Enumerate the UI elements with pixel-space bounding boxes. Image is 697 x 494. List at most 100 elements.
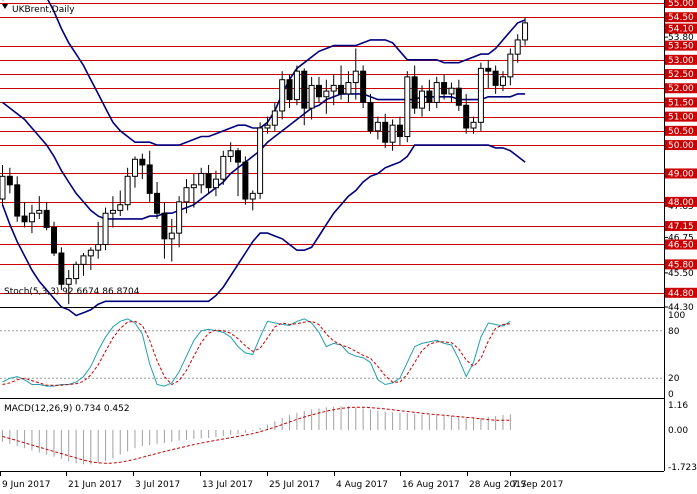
candle	[367, 93, 374, 134]
candle	[212, 170, 219, 197]
candle	[80, 253, 87, 276]
chart-menu-icon[interactable]	[2, 4, 8, 9]
level-label: 51.00	[668, 113, 694, 123]
level-label-box	[665, 23, 697, 34]
candle	[58, 247, 65, 290]
candle	[168, 218, 175, 262]
candle	[73, 261, 80, 285]
level-label-box	[665, 0, 697, 8]
candle	[522, 17, 529, 46]
candle	[124, 167, 131, 211]
candle	[338, 65, 345, 100]
candle	[279, 71, 286, 120]
level-label: 51.50	[668, 98, 694, 108]
candle	[308, 76, 315, 120]
level-label: 53.50	[668, 42, 694, 52]
x-tick-label: 7 Sep 2017	[512, 480, 563, 490]
candle	[470, 116, 477, 134]
candle	[485, 59, 492, 89]
candle	[36, 196, 43, 219]
time-axis: 9 Jun 2017 21 Jun 2017 3 Jul 2017 13 Jul 20…	[0, 471, 563, 490]
level-label: 44.80	[668, 289, 694, 299]
candle	[323, 79, 330, 114]
level-label: 53.00	[668, 56, 694, 66]
candle	[499, 71, 506, 92]
level-label: 45.80	[668, 260, 694, 270]
level-label: 52.50	[668, 70, 694, 80]
macd-panel: 1.16 0.00 -1.723	[0, 401, 697, 473]
candle	[14, 176, 21, 222]
macd-tick-label: 0.00	[668, 426, 688, 436]
candle	[220, 150, 227, 185]
candle	[6, 167, 13, 194]
x-tick-label: 4 Aug 2017	[336, 480, 388, 490]
bollinger-lower	[1, 144, 526, 317]
candle	[477, 62, 484, 131]
candle	[131, 156, 138, 188]
level-label: 55.00	[668, 0, 694, 9]
candle	[183, 179, 190, 214]
level-label-box	[665, 111, 697, 122]
candle	[441, 74, 448, 100]
y-tick-label: 46.75	[668, 233, 694, 243]
candle	[51, 221, 58, 256]
macd-tick-label: 1.16	[668, 401, 688, 411]
candle	[411, 65, 418, 114]
candle	[65, 270, 72, 305]
stoch-tick-label: 0	[668, 390, 674, 400]
level-label: 54.10	[668, 25, 694, 35]
level-label-box	[665, 196, 697, 207]
candle	[352, 48, 359, 100]
level-label-box	[665, 239, 697, 250]
candle	[514, 34, 521, 63]
level-label-box	[665, 125, 697, 136]
stoch-tick-label: 20	[668, 374, 680, 384]
stoch-signal-line	[2, 320, 511, 386]
candle	[433, 76, 440, 109]
candle	[271, 102, 278, 131]
y-tick-label: 45.50	[668, 269, 694, 279]
candle	[176, 196, 183, 248]
level-label: 54.50	[668, 13, 694, 23]
stoch-title: Stoch(5,3,3) 92.6674 86.8704	[4, 287, 140, 297]
candle	[190, 173, 197, 208]
candle	[95, 221, 102, 259]
candle	[87, 247, 94, 271]
candle	[227, 142, 234, 163]
candle	[21, 201, 28, 228]
candle	[286, 74, 293, 109]
level-label: 48.00	[668, 198, 694, 208]
level-label-box	[665, 287, 697, 298]
candle	[235, 147, 242, 197]
candle	[345, 71, 352, 103]
candle	[161, 201, 168, 259]
candle	[301, 68, 308, 126]
level-label: 52.00	[668, 84, 694, 94]
y-tick-label: 44.30	[668, 303, 694, 313]
chart-title: UKBrent,Daily	[12, 5, 75, 15]
candle	[117, 190, 124, 217]
candle	[463, 93, 470, 134]
x-tick-label: 28 Aug 2017	[469, 480, 527, 490]
candle	[109, 196, 116, 228]
y-tick-label: 53.80	[668, 33, 694, 43]
x-tick-label: 9 Jun 2017	[2, 480, 50, 490]
x-tick-label: 16 Aug 2017	[402, 480, 460, 490]
candle	[382, 113, 389, 148]
candle	[492, 65, 499, 94]
price-panel: 53.80 47.85 46.75 45.50 44.30 55.00 54.50 54.10…	[0, 0, 697, 471]
bollinger-upper	[2, 0, 526, 146]
candle	[389, 119, 396, 151]
level-label-box	[665, 259, 697, 270]
candle	[315, 76, 322, 103]
candle	[205, 164, 212, 194]
candle	[419, 85, 426, 117]
stoch-main-line	[2, 318, 511, 387]
x-tick-label: 25 Jul 2017	[269, 480, 320, 490]
stochastic-panel: 100 80 20 0	[0, 311, 685, 400]
level-label-box	[665, 69, 697, 80]
level-label-box	[665, 221, 697, 232]
level-label: 49.00	[668, 169, 694, 179]
stoch-tick-label: 80	[668, 327, 680, 337]
